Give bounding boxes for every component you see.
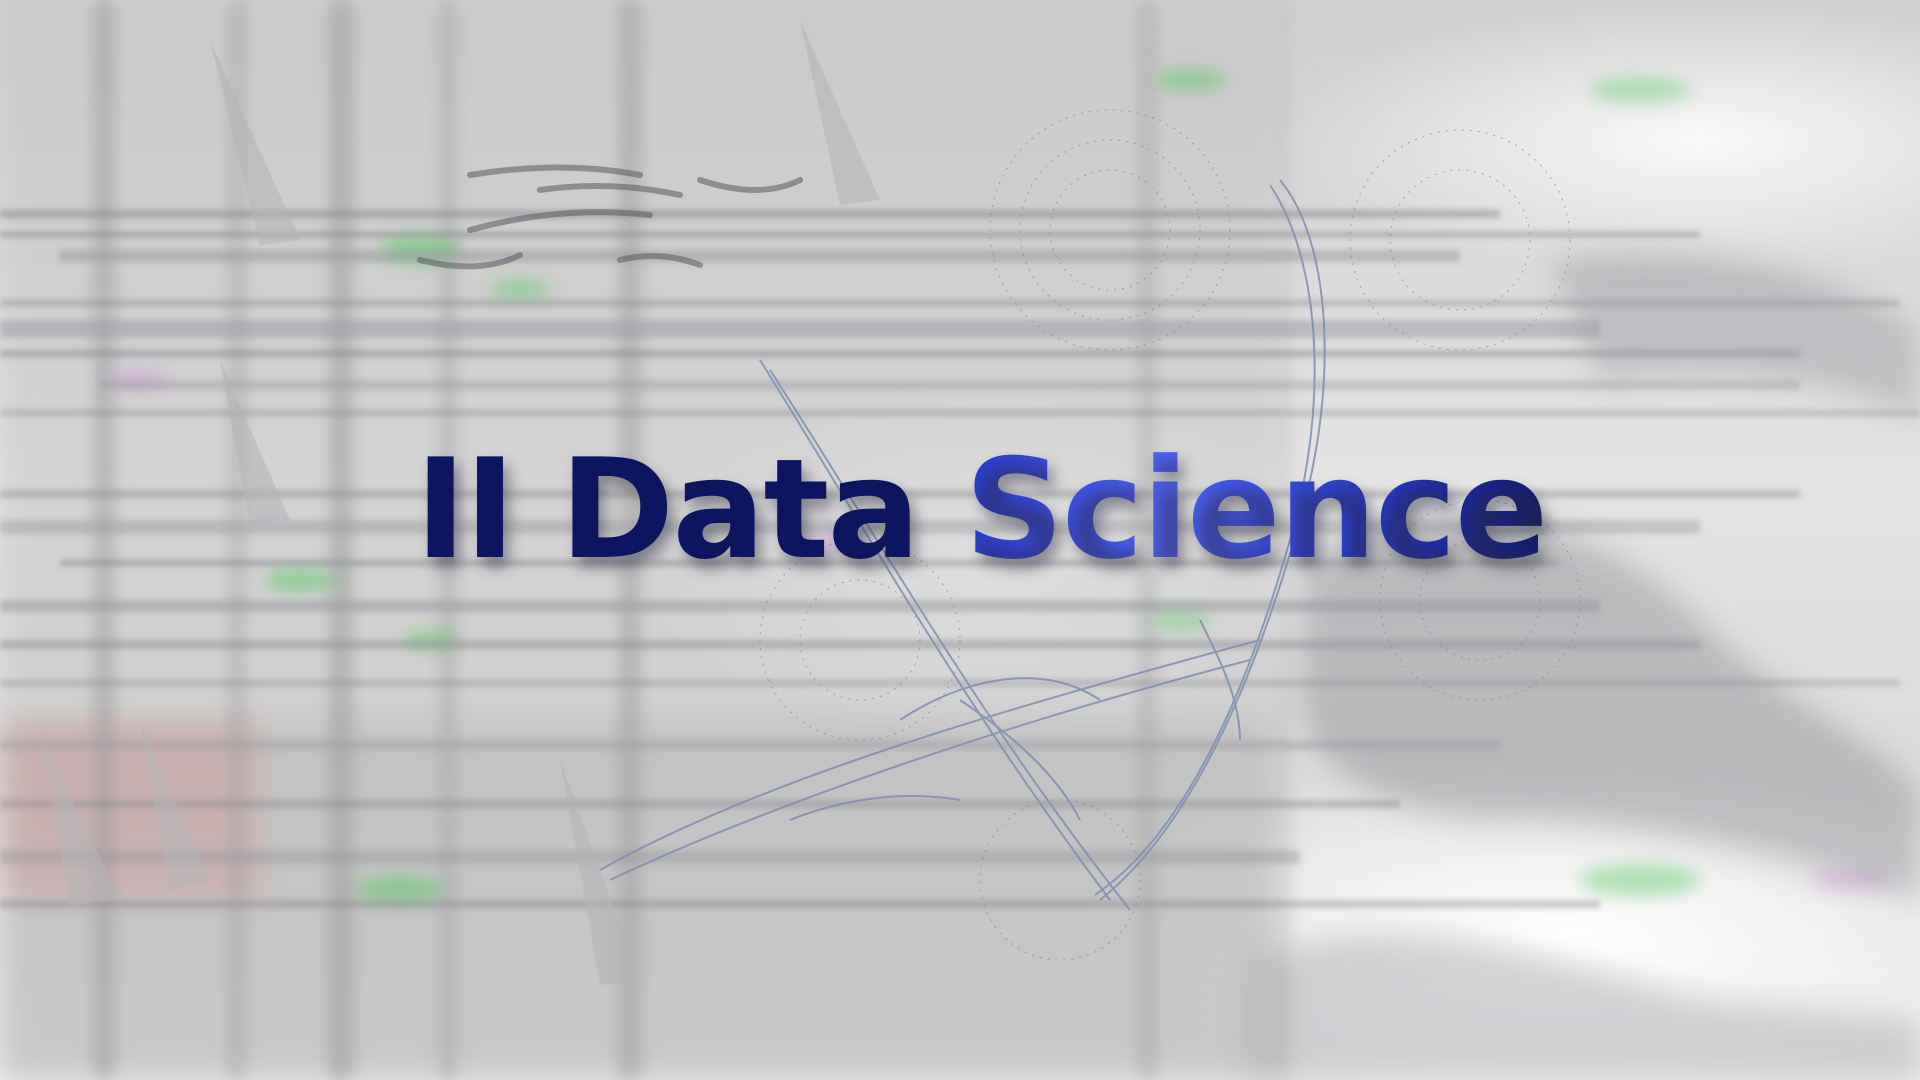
spike-shards [40, 20, 880, 985]
horizontal-streaks [0, 210, 1920, 908]
title-highlight: Science [964, 429, 1549, 590]
dotted-rings [759, 109, 1581, 961]
cloud-shapes [1250, 250, 1920, 1080]
vertical-ghost-columns [95, 0, 1286, 1080]
ellipse-dashes [417, 164, 803, 270]
wireframe-scribble [599, 179, 1326, 911]
main-title: II Data Science [415, 429, 1549, 590]
title-prefix: II Data [415, 429, 965, 590]
